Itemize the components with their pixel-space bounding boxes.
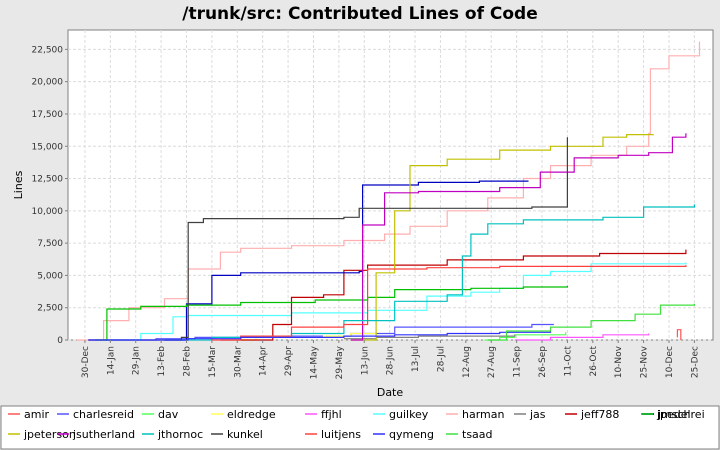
series-line-qymeng [88,331,552,341]
y-tick-label: 7,500 [37,239,63,249]
y-tick-label: 20,000 [32,78,64,88]
y-tick-label: 0 [57,336,63,346]
x-tick-label: 15-Mar [208,346,218,378]
legend-label-jeff788: jeff788 [580,408,619,421]
legend-label-jmschrei: jmschrei [657,408,705,421]
x-tick-label: 30-Dec [81,346,91,378]
x-axis-label: Date [377,386,404,399]
legend-label-jpedel: jpedel [656,408,691,421]
x-tick-label: 12-Aug [462,346,472,378]
y-axis-ticks: 0 2,500 5,000 7,500 10,000 12,500 15,000 17,500… [32,45,68,346]
x-tick-label: 29-Apr [284,346,294,376]
x-tick-label: 13-Jul [411,346,421,372]
x-tick-label: 28-Feb [183,346,193,377]
series-line-eldredge [228,332,377,341]
x-tick-label: 10-Dec [665,346,675,378]
y-tick-label: 12,500 [32,175,64,185]
y-tick-label: 10,000 [32,207,64,217]
x-tick-label: 11-Oct [563,346,573,377]
legend-label-luitjens: luitjens [321,428,361,441]
legend-label-amir: amir [24,408,50,421]
chart-title: /trunk/src: Contributed Lines of Code [182,4,538,24]
series-line-jmschrei [164,180,529,341]
legend-label-harman: harman [462,408,504,421]
legend-label-ffjhl: ffjhl [321,408,342,421]
legend-label-tsaad: tsaad [462,428,493,441]
x-tick-label: 26-Oct [589,346,599,377]
x-tick-label: 14-Jan [106,346,116,375]
y-tick-label: 22,500 [32,45,64,55]
legend-label-jpeterson: jpeterson [23,428,76,441]
series-line-amir [676,329,682,340]
legend-label-guilkey: guilkey [389,408,429,421]
series-line-jpedel [95,285,568,341]
y-axis-label: Lines [12,170,25,199]
series-line-ffjhl [514,333,650,341]
x-tick-label: 11-Sep [513,346,523,378]
x-tick-label: 27-Aug [487,346,497,378]
series-line-tsaad [487,303,695,341]
x-tick-label: 13-Feb [157,346,167,377]
x-tick-label: 26-Sep [538,346,548,378]
series-lines [76,41,701,341]
legend-label-eldredge: eldredge [227,408,276,421]
x-tick-label: 28-Jun [386,346,396,375]
legend-label-jsutherland: jsutherland [72,428,135,441]
legend-label-qymeng: qymeng [389,428,434,441]
legend: amir charlesreid dav eldredge ffjhl guilkey ha… [8,408,705,441]
legend-label-dav: dav [158,408,179,421]
legend-label-kunkel: kunkel [227,428,263,441]
x-tick-label: 13-Jun [360,346,370,375]
y-tick-label: 15,000 [32,142,64,152]
x-tick-label: 14-Apr [259,346,269,376]
x-tick-label: 14-May [309,345,319,379]
series-line-harman [76,41,701,341]
legend-label-jthornoc: jthornoc [157,428,203,441]
x-tick-label: 10-Nov [614,345,624,378]
series-line-charlesreid [88,323,554,341]
series-line-luitjens [211,265,687,341]
x-tick-label: 30-Mar [233,346,243,378]
x-tick-label: 25-Nov [640,345,650,378]
series-line-jsutherland [350,133,687,341]
x-tick-label: 28-Jul [436,346,446,372]
y-tick-label: 17,500 [32,110,64,120]
x-axis-ticks: 30-Dec 14-Jan 29-Jan 13-Feb 28-Feb 15-Mar 30-M… [81,340,700,379]
legend-label-charlesreid: charlesreid [73,408,134,421]
series-line-jpeterson [350,134,654,341]
x-tick-label: 29-May [335,345,345,379]
x-tick-label: 25-Dec [690,346,700,378]
x-tick-label: 29-Jan [132,346,142,375]
legend-label-jas: jas [529,408,546,421]
series-line-kunkel [88,137,568,341]
legend-box [0,405,720,450]
series-line-guilkey [95,262,687,341]
y-tick-label: 2,500 [37,304,63,314]
y-tick-label: 5,000 [37,271,63,281]
